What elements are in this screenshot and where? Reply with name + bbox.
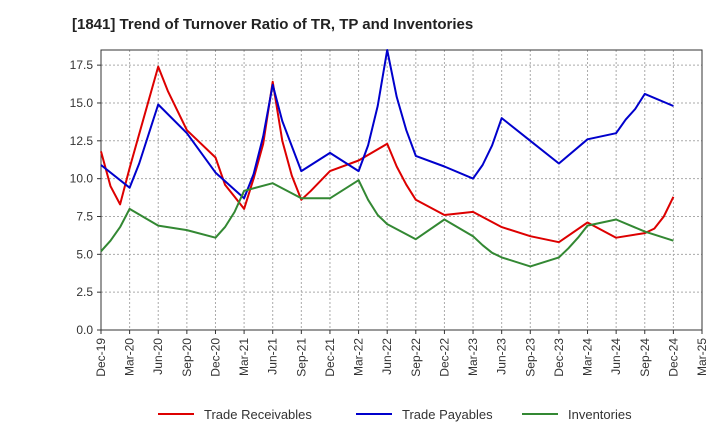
legend-label: Trade Payables bbox=[402, 407, 493, 422]
x-axis-ticks: Dec-19 Mar-20 Jun-20 Sep-20 Dec-20 Mar-21 Jun-… bbox=[94, 330, 709, 377]
series-lines bbox=[100, 49, 675, 268]
y-tick-label: 10.0 bbox=[70, 172, 94, 186]
legend-label: Inventories bbox=[568, 407, 632, 422]
plot-area bbox=[101, 50, 702, 330]
x-tick-label: Dec-24 bbox=[666, 338, 680, 377]
y-axis-ticks: 0.0 2.5 5.0 7.5 10.0 12.5 15.0 17.5 bbox=[70, 58, 101, 337]
series-line-inventories bbox=[100, 179, 674, 268]
x-tick-label: Jun-23 bbox=[495, 338, 509, 375]
x-tick-label: Dec-20 bbox=[208, 338, 222, 377]
y-tick-label: 17.5 bbox=[70, 58, 94, 72]
x-tick-label: Jun-20 bbox=[151, 338, 165, 375]
legend: Trade Receivables Trade Payables Inventori… bbox=[158, 407, 632, 422]
y-tick-label: 5.0 bbox=[76, 247, 93, 261]
series-line-trade-receivables bbox=[100, 65, 675, 244]
plot-frame bbox=[100, 49, 703, 331]
chart-title: [1841] Trend of Turnover Ratio of TR, TP… bbox=[72, 16, 474, 33]
series-line-trade-payables bbox=[100, 49, 674, 200]
x-tick-label: Sep-20 bbox=[180, 338, 194, 377]
x-tick-label: Mar-20 bbox=[123, 338, 137, 376]
x-tick-label: Dec-22 bbox=[437, 338, 451, 377]
grid bbox=[100, 50, 703, 331]
x-tick-label: Mar-25 bbox=[695, 338, 709, 376]
x-tick-label: Mar-21 bbox=[237, 338, 251, 376]
x-tick-label: Dec-23 bbox=[552, 338, 566, 377]
x-tick-label: Mar-24 bbox=[581, 338, 595, 376]
x-tick-label: Sep-21 bbox=[294, 338, 308, 377]
x-tick-label: Jun-24 bbox=[609, 338, 623, 375]
x-tick-label: Jun-21 bbox=[266, 338, 280, 375]
y-tick-label: 12.5 bbox=[70, 134, 94, 148]
y-tick-label: 7.5 bbox=[76, 209, 93, 223]
x-tick-label: Mar-23 bbox=[466, 338, 480, 376]
axes bbox=[100, 49, 703, 331]
x-tick-label: Dec-21 bbox=[323, 338, 337, 377]
x-tick-label: Jun-22 bbox=[380, 338, 394, 375]
x-tick-label: Mar-22 bbox=[352, 338, 366, 376]
y-tick-label: 0.0 bbox=[76, 323, 93, 337]
legend-label: Trade Receivables bbox=[204, 407, 312, 422]
x-tick-label: Sep-22 bbox=[409, 338, 423, 377]
y-tick-label: 15.0 bbox=[70, 96, 94, 110]
x-tick-label: Dec-19 bbox=[94, 338, 108, 377]
x-tick-label: Sep-23 bbox=[523, 338, 537, 377]
y-tick-label: 2.5 bbox=[76, 285, 93, 299]
x-tick-label: Sep-24 bbox=[638, 338, 652, 377]
